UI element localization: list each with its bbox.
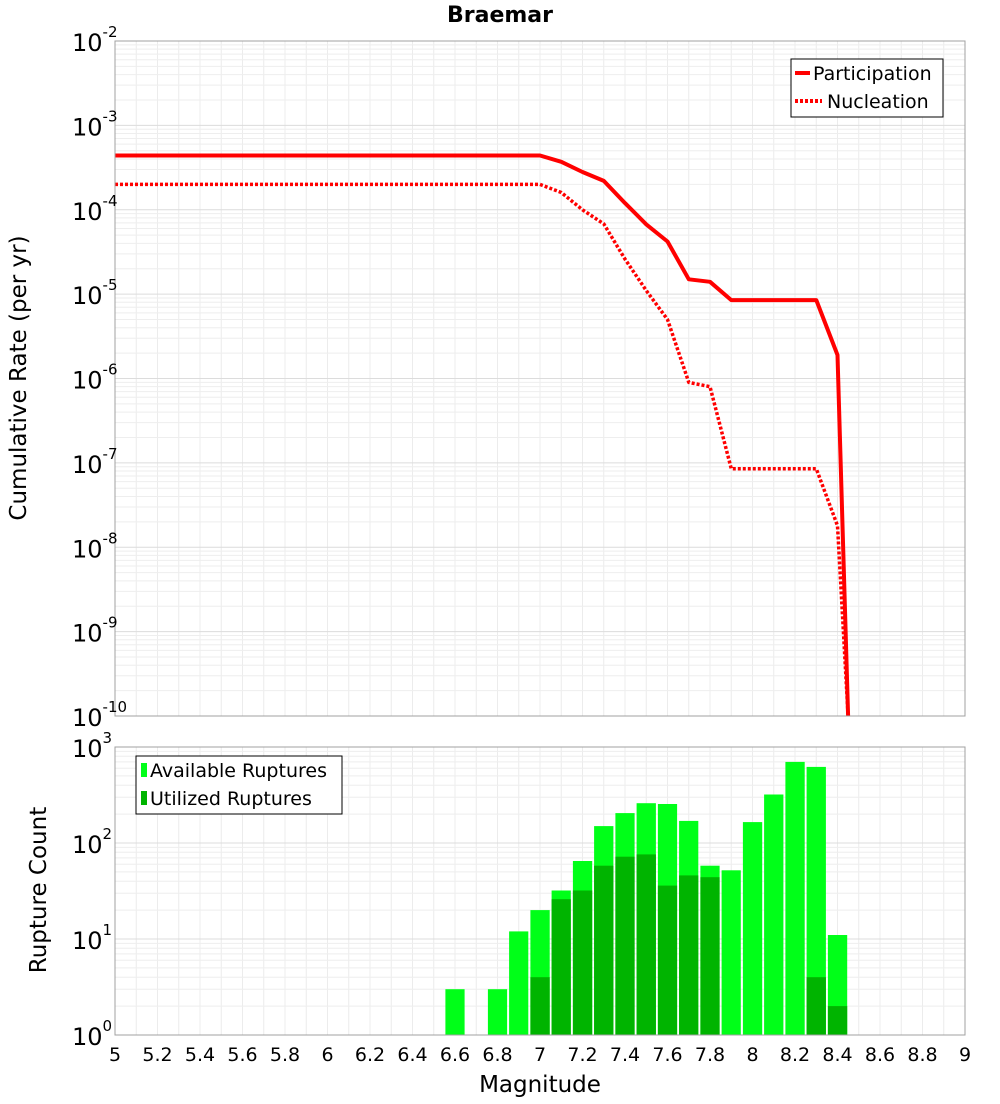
legend-label-available-ruptures: Available Ruptures: [150, 760, 327, 782]
x-tick-label: 6: [321, 1044, 333, 1066]
bar-utilized-ruptures: [700, 877, 720, 1035]
bottom-y-tick-label: 102: [72, 825, 112, 859]
bar-available-ruptures: [785, 761, 805, 1035]
bottom-y-tick-label: 101: [72, 921, 112, 955]
series-line-nucleation: [115, 182, 850, 717]
top-y-axis-label: Cumulative Rate (per yr): [6, 235, 32, 520]
x-axis-label: Magnitude: [479, 1072, 601, 1098]
bottom-y-tick-label: 100: [72, 1017, 112, 1051]
x-tick-label: 6.4: [397, 1044, 427, 1066]
top-y-tick-label: 10-2: [72, 23, 118, 57]
bar-utilized-ruptures: [594, 865, 614, 1035]
bar-utilized-ruptures: [572, 890, 593, 1035]
bar-utilized-ruptures: [636, 854, 656, 1035]
top-y-tick-label: 10-3: [72, 107, 118, 141]
x-tick-label: 7: [534, 1044, 546, 1066]
top-y-tick-label: 10-5: [72, 276, 118, 310]
top-y-tick-label: 10-8: [72, 529, 118, 563]
x-tick-label: 7.8: [695, 1044, 725, 1066]
legend-label-utilized-ruptures: Utilized Ruptures: [150, 788, 312, 810]
bottom-legend: Available Ruptures Utilized Ruptures: [135, 755, 343, 815]
chart-title: Braemar: [447, 3, 553, 28]
x-tick-label: 8: [746, 1044, 758, 1066]
bar-available-ruptures: [445, 989, 465, 1035]
bar-utilized-ruptures: [806, 977, 826, 1035]
x-tick-label: 8.4: [822, 1044, 852, 1066]
x-tick-label: 8.2: [780, 1044, 810, 1066]
legend-label-nucleation: Nucleation: [827, 91, 929, 113]
top-y-tick-label: 10-10: [72, 698, 127, 732]
bar-utilized-ruptures: [657, 885, 678, 1035]
x-tick-label: 6.8: [482, 1044, 512, 1066]
bottom-y-axis-label: Rupture Count: [26, 807, 52, 973]
x-tick-label: 8.8: [907, 1044, 937, 1066]
top-y-tick-label: 10-4: [72, 192, 118, 226]
x-tick-label: 7.6: [652, 1044, 682, 1066]
bar-utilized-ruptures: [827, 1006, 848, 1035]
x-tick-label: 7.4: [610, 1044, 640, 1066]
bar-available-ruptures: [509, 931, 529, 1035]
bar-available-ruptures: [721, 870, 741, 1035]
x-tick-label: 6.2: [355, 1044, 385, 1066]
legend-swatch-available-ruptures: [141, 763, 147, 777]
bar-available-ruptures: [487, 989, 508, 1035]
top-y-tick-label: 10-6: [72, 361, 118, 395]
bar-available-ruptures: [806, 766, 826, 1035]
bar-available-ruptures: [764, 794, 784, 1035]
bottom-plot-frame: [114, 746, 966, 1036]
x-tick-label: 5.2: [142, 1044, 172, 1066]
bottom-y-tick-label: 103: [72, 729, 112, 763]
x-tick-label: 5.4: [185, 1044, 215, 1066]
top-y-tick-label: 10-9: [72, 614, 118, 648]
series-line-participation: [115, 153, 851, 717]
x-tick-label: 5.8: [270, 1044, 300, 1066]
top-y-tick-label: 10-7: [72, 445, 118, 479]
top-legend: Participation Nucleation: [790, 58, 944, 118]
x-tick-label: 7.2: [567, 1044, 597, 1066]
legend-label-participation: Participation: [813, 63, 932, 85]
x-tick-label: 5: [109, 1044, 121, 1066]
x-tick-label: 6.6: [440, 1044, 470, 1066]
bar-utilized-ruptures: [679, 875, 699, 1035]
x-tick-label: 8.6: [865, 1044, 895, 1066]
x-tick-label: 5.6: [227, 1044, 257, 1066]
bar-utilized-ruptures: [615, 856, 635, 1035]
bar-utilized-ruptures: [530, 977, 550, 1035]
x-tick-label: 9: [959, 1044, 971, 1066]
bar-available-ruptures: [742, 822, 763, 1035]
bar-utilized-ruptures: [551, 899, 571, 1035]
top-plot-frame: [114, 40, 966, 717]
legend-swatch-utilized-ruptures: [141, 791, 147, 805]
